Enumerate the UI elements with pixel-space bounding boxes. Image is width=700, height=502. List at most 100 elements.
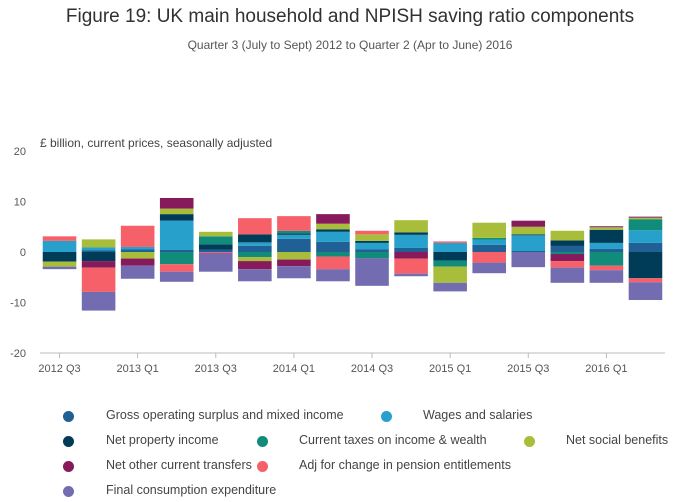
bar-segment[interactable] [550, 245, 585, 252]
legend-label[interactable]: Gross operating surplus and mixed income [106, 408, 344, 422]
legend-label[interactable]: Adj for change in pension entitlements [299, 458, 511, 472]
bar-segment[interactable] [433, 266, 467, 283]
bar-segment[interactable] [316, 231, 350, 242]
bar-segment[interactable] [316, 214, 350, 224]
bar-segment[interactable] [159, 208, 194, 215]
bar-segment[interactable] [589, 270, 624, 283]
bar-segment[interactable] [238, 234, 272, 243]
bar-segment[interactable] [159, 252, 194, 265]
bar-segment[interactable] [433, 242, 467, 252]
bar-segment[interactable] [81, 252, 116, 262]
bar-segment[interactable] [511, 235, 546, 251]
bar-segment[interactable] [511, 220, 546, 227]
bar-segment[interactable] [550, 261, 585, 268]
bar-segment[interactable] [198, 244, 233, 250]
bar-segment[interactable] [316, 241, 350, 252]
bar-segment[interactable] [277, 216, 311, 231]
bar-segment[interactable] [120, 265, 155, 279]
bar-segment[interactable] [433, 241, 467, 243]
bar-segment[interactable] [589, 248, 624, 252]
legend-label[interactable]: Final consumption expenditure [106, 483, 277, 497]
bar-segment[interactable] [433, 260, 467, 267]
bar-segment[interactable] [198, 236, 233, 245]
bar-segment[interactable] [159, 249, 194, 252]
bar-segment[interactable] [550, 254, 585, 262]
bar-segment[interactable] [550, 230, 585, 241]
bar-segment[interactable] [159, 220, 194, 250]
bar-segment[interactable] [198, 249, 233, 252]
bar-segment[interactable] [238, 242, 272, 246]
bar-segment[interactable] [159, 271, 194, 282]
bar-segment[interactable] [81, 261, 116, 268]
bar-segment[interactable] [316, 269, 350, 282]
bar-segment[interactable] [628, 216, 663, 218]
legend-label[interactable]: Net property income [106, 433, 219, 447]
bar-segment[interactable] [628, 278, 663, 283]
bar-segment[interactable] [81, 239, 116, 248]
bar-segment[interactable] [550, 252, 585, 255]
bar-segment[interactable] [159, 214, 194, 221]
bar-segment[interactable] [433, 282, 467, 292]
bar-segment[interactable] [198, 253, 233, 272]
bar-segment[interactable] [355, 258, 389, 286]
bar-segment[interactable] [589, 265, 624, 271]
bar-segment[interactable] [628, 242, 663, 252]
bar-segment[interactable] [198, 252, 233, 254]
bar-segment[interactable] [511, 250, 546, 252]
legend-label[interactable]: Net other current transfers [106, 458, 252, 472]
bar-segment[interactable] [355, 249, 389, 252]
bar-segment[interactable] [277, 230, 311, 234]
bar-segment[interactable] [394, 232, 428, 235]
bar-segment[interactable] [238, 218, 272, 235]
legend-label[interactable]: Net social benefits [566, 433, 669, 447]
bar-segment[interactable] [355, 234, 389, 241]
bar-segment[interactable] [394, 252, 428, 259]
bar-segment[interactable] [81, 267, 116, 292]
bar-segment[interactable] [589, 242, 624, 249]
bar-segment[interactable] [159, 264, 194, 272]
bar-segment[interactable] [316, 252, 350, 257]
bar-segment[interactable] [277, 238, 311, 252]
bar-segment[interactable] [277, 234, 311, 239]
bar-segment[interactable] [277, 259, 311, 267]
bar-segment[interactable] [628, 252, 663, 279]
bar-segment[interactable] [589, 229, 624, 243]
bar-segment[interactable] [42, 261, 77, 267]
bar-segment[interactable] [120, 252, 155, 259]
bar-segment[interactable] [472, 252, 507, 263]
bar-segment[interactable] [550, 267, 585, 283]
bar-segment[interactable] [81, 291, 116, 311]
bar-segment[interactable] [355, 252, 389, 259]
bar-segment[interactable] [589, 226, 624, 228]
bar-segment[interactable] [238, 245, 272, 252]
bar-segment[interactable] [316, 256, 350, 270]
legend-label[interactable]: Wages and salaries [423, 408, 533, 422]
bar-segment[interactable] [433, 252, 467, 261]
bar-segment[interactable] [238, 252, 272, 258]
bar-segment[interactable] [628, 217, 663, 220]
bar-segment[interactable] [277, 233, 311, 235]
bar-segment[interactable] [159, 197, 194, 209]
bar-segment[interactable] [472, 262, 507, 274]
bar-segment[interactable] [120, 246, 155, 250]
bar-segment[interactable] [355, 242, 389, 250]
bar-segment[interactable] [550, 240, 585, 246]
bar-segment[interactable] [42, 252, 77, 262]
bar-segment[interactable] [472, 222, 507, 238]
bar-segment[interactable] [198, 231, 233, 237]
bar-segment[interactable] [394, 234, 428, 248]
bar-segment[interactable] [628, 282, 663, 300]
legend-label[interactable]: Current taxes on income & wealth [299, 433, 487, 447]
bar-segment[interactable] [42, 240, 77, 252]
bar-segment[interactable] [238, 269, 272, 282]
bar-segment[interactable] [589, 252, 624, 266]
bar-segment[interactable] [511, 226, 546, 235]
bar-segment[interactable] [238, 261, 272, 270]
bar-segment[interactable] [472, 244, 507, 252]
bar-segment[interactable] [394, 273, 428, 277]
bar-segment[interactable] [511, 252, 546, 268]
bar-segment[interactable] [316, 229, 350, 232]
bar-segment[interactable] [42, 236, 77, 241]
bar-segment[interactable] [472, 237, 507, 240]
bar-segment[interactable] [316, 223, 350, 230]
